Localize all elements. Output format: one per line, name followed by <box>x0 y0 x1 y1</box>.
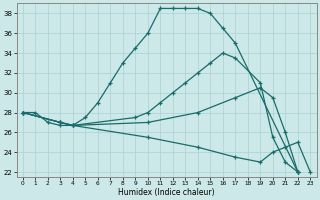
X-axis label: Humidex (Indice chaleur): Humidex (Indice chaleur) <box>118 188 215 197</box>
